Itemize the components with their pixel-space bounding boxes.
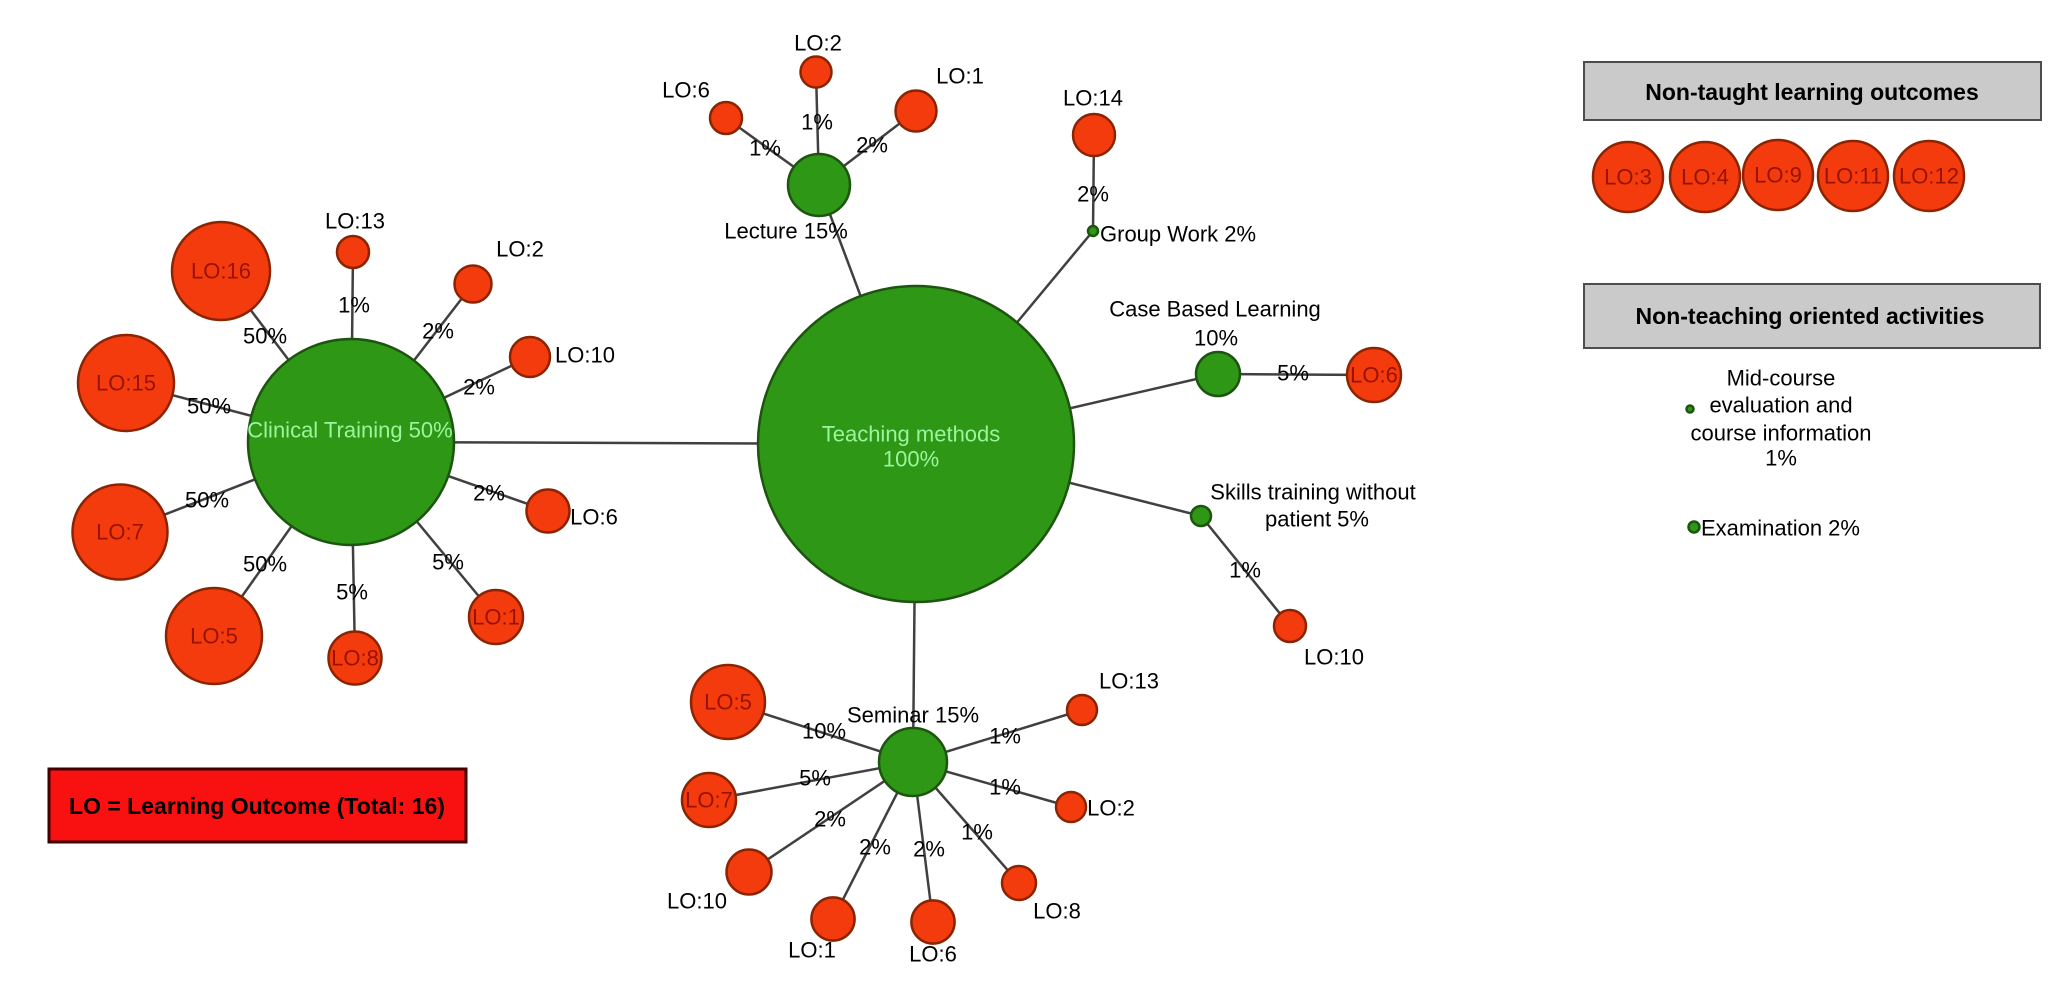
svg-text:5%: 5% <box>336 580 368 605</box>
svg-text:Skills training without: Skills training without <box>1210 480 1415 505</box>
svg-text:evaluation and: evaluation and <box>1709 393 1852 418</box>
svg-text:5%: 5% <box>799 766 831 791</box>
svg-text:10%: 10% <box>802 719 846 744</box>
svg-text:1%: 1% <box>338 293 370 318</box>
svg-text:5%: 5% <box>432 550 464 575</box>
svg-text:2%: 2% <box>913 837 945 862</box>
svg-text:50%: 50% <box>187 394 231 419</box>
svg-text:LO:13: LO:13 <box>1099 669 1159 694</box>
svg-text:2%: 2% <box>473 481 505 506</box>
svg-text:LO:6: LO:6 <box>570 505 618 530</box>
svg-text:50%: 50% <box>243 324 287 349</box>
svg-text:2%: 2% <box>1077 182 1109 207</box>
svg-text:LO = Learning Outcome (Total:: LO = Learning Outcome (Total: 16) <box>69 793 445 819</box>
svg-text:Non-taught learning outcomes: Non-taught learning outcomes <box>1645 79 1979 105</box>
svg-text:1%: 1% <box>989 775 1021 800</box>
svg-text:LO:6: LO:6 <box>1350 363 1398 388</box>
svg-text:1%: 1% <box>1765 446 1797 471</box>
svg-text:5%: 5% <box>1277 361 1309 386</box>
svg-text:LO:4: LO:4 <box>1681 165 1729 190</box>
svg-text:1%: 1% <box>749 136 781 161</box>
svg-text:LO:5: LO:5 <box>190 624 238 649</box>
svg-text:LO:10: LO:10 <box>1304 645 1364 670</box>
svg-text:Group Work 2%: Group Work 2% <box>1100 222 1256 247</box>
svg-text:LO:2: LO:2 <box>794 31 842 56</box>
svg-text:LO:6: LO:6 <box>662 78 710 103</box>
svg-text:1%: 1% <box>989 724 1021 749</box>
svg-text:Clinical Training 50%: Clinical Training 50% <box>247 418 452 443</box>
svg-text:LO:1: LO:1 <box>936 64 984 89</box>
svg-text:LO:7: LO:7 <box>96 520 144 545</box>
svg-text:Examination 2%: Examination 2% <box>1701 516 1860 541</box>
svg-text:patient 5%: patient 5% <box>1265 507 1369 532</box>
svg-text:LO:10: LO:10 <box>555 343 615 368</box>
svg-text:LO:3: LO:3 <box>1604 165 1652 190</box>
svg-text:Case Based Learning: Case Based Learning <box>1109 297 1321 322</box>
svg-text:1%: 1% <box>1229 558 1261 583</box>
svg-text:LO:13: LO:13 <box>325 209 385 234</box>
svg-text:LO:5: LO:5 <box>704 690 752 715</box>
svg-text:2%: 2% <box>856 133 888 158</box>
svg-text:LO:6: LO:6 <box>909 942 957 967</box>
svg-text:LO:8: LO:8 <box>331 646 379 671</box>
svg-text:LO:12: LO:12 <box>1899 164 1959 189</box>
svg-text:LO:7: LO:7 <box>685 788 733 813</box>
svg-text:100%: 100% <box>883 447 939 472</box>
svg-text:2%: 2% <box>859 835 891 860</box>
svg-text:Seminar 15%: Seminar 15% <box>847 703 979 728</box>
svg-text:LO:2: LO:2 <box>1087 796 1135 821</box>
svg-text:50%: 50% <box>243 552 287 577</box>
svg-text:LO:10: LO:10 <box>667 889 727 914</box>
svg-text:LO:9: LO:9 <box>1754 163 1802 188</box>
svg-text:LO:1: LO:1 <box>472 605 520 630</box>
svg-text:1%: 1% <box>961 820 993 845</box>
svg-text:LO:16: LO:16 <box>191 259 251 284</box>
svg-text:LO:15: LO:15 <box>96 371 156 396</box>
svg-text:LO:1: LO:1 <box>788 938 836 963</box>
svg-text:Mid-course: Mid-course <box>1727 366 1836 391</box>
svg-text:LO:14: LO:14 <box>1063 86 1123 111</box>
svg-text:course information: course information <box>1691 421 1872 446</box>
svg-text:Non-teaching oriented activiti: Non-teaching oriented activities <box>1636 303 1985 329</box>
svg-text:1%: 1% <box>801 110 833 135</box>
svg-text:2%: 2% <box>463 375 495 400</box>
svg-text:Teaching methods: Teaching methods <box>822 422 1001 447</box>
svg-text:LO:11: LO:11 <box>1824 164 1882 189</box>
svg-text:50%: 50% <box>185 488 229 513</box>
svg-text:10%: 10% <box>1194 326 1238 351</box>
svg-text:LO:8: LO:8 <box>1033 899 1081 924</box>
svg-text:Lecture 15%: Lecture 15% <box>724 219 848 244</box>
svg-text:2%: 2% <box>814 807 846 832</box>
svg-text:2%: 2% <box>422 319 454 344</box>
svg-text:LO:2: LO:2 <box>496 237 544 262</box>
